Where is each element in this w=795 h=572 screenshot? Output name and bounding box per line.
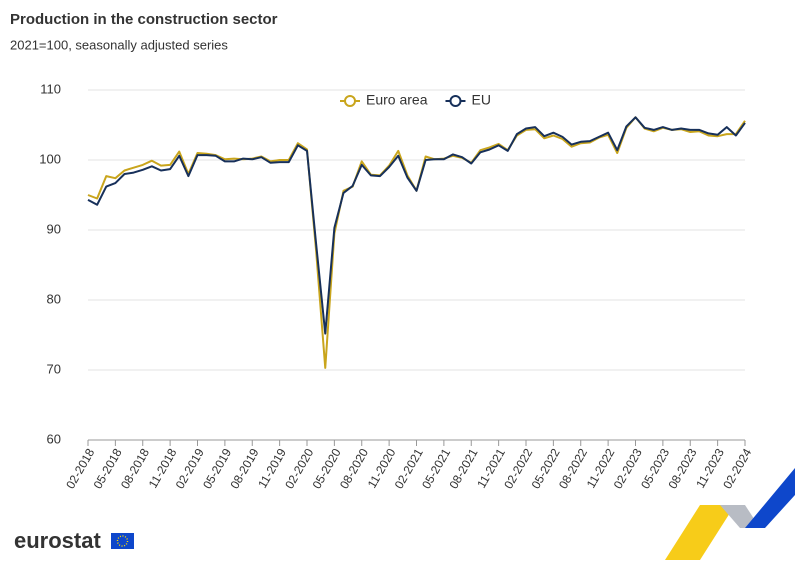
legend-label: Euro area — [366, 92, 428, 108]
y-tick-label: 70 — [47, 361, 61, 376]
y-tick-label: 90 — [47, 221, 61, 236]
decor — [665, 505, 735, 560]
series-line — [87, 116, 746, 369]
y-tick-label: 100 — [39, 151, 61, 166]
legend-marker — [344, 95, 356, 107]
logo-text: eurostat — [14, 528, 101, 553]
y-tick-label: 60 — [47, 431, 61, 446]
eu-flag — [111, 533, 134, 549]
y-tick-label: 80 — [47, 291, 61, 306]
series-line — [87, 116, 746, 335]
chart-subtitle: 2021=100, seasonally adjusted series — [10, 37, 228, 52]
y-tick-label: 110 — [40, 81, 61, 96]
legend-label: EU — [471, 92, 490, 108]
legend-marker — [449, 95, 462, 107]
decor — [745, 468, 795, 528]
chart-title: Production in the construction sector — [10, 11, 278, 28]
eu-stars — [116, 535, 129, 547]
